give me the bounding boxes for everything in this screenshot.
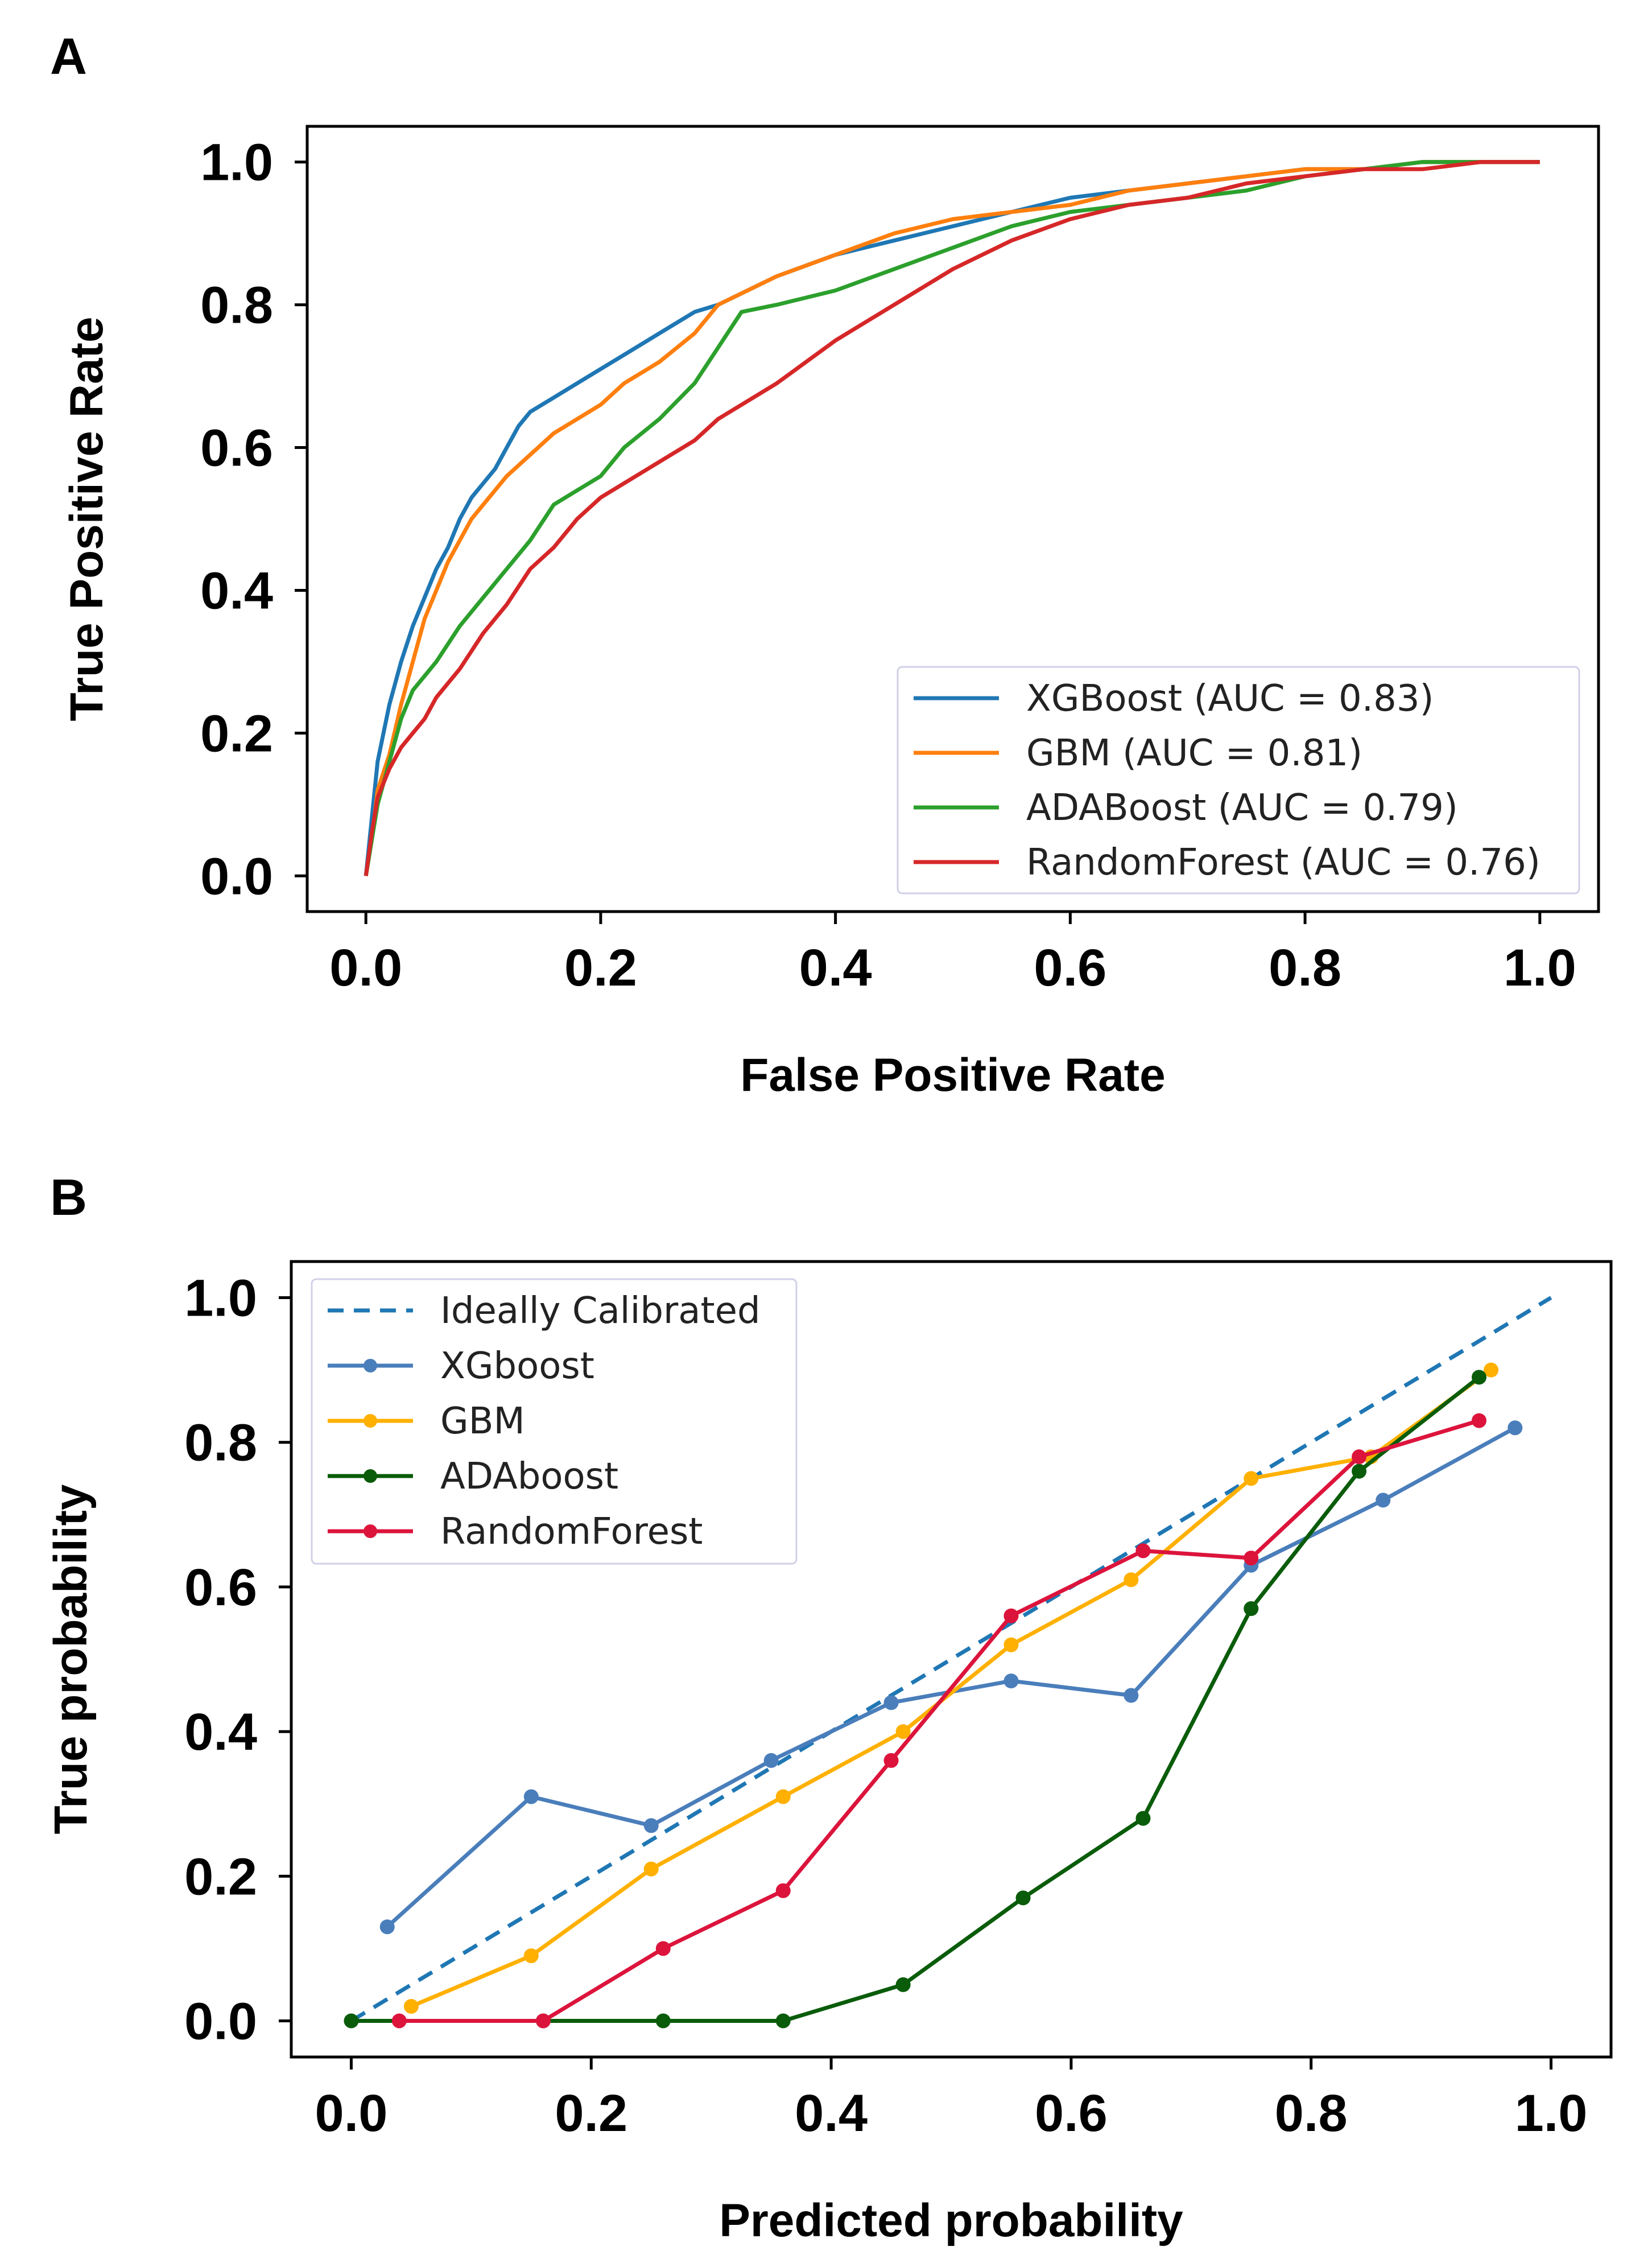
panel-b-y-tick-label: 1.0 (184, 1269, 257, 1328)
panel-b-point-adaboost (344, 2013, 359, 2029)
panel-a-legend-label-randomforest: RandomForest (AUC = 0.76) (1026, 842, 1541, 884)
panel-b-point-gbm (895, 1724, 911, 1739)
panel-b-point-gbm (1484, 1362, 1499, 1378)
panel-b-point-randomforest (1352, 1449, 1367, 1465)
panel-b-point-randomforest (775, 1883, 791, 1898)
panel-a-legend-label-gbm: GBM (AUC = 0.81) (1026, 732, 1362, 774)
panel-a-x-axis-label: False Positive Rate (740, 1049, 1165, 1101)
panel-b-point-adaboost (775, 2013, 791, 2029)
panel-b-legend-label-gbm: GBM (440, 1400, 525, 1442)
panel-b-series-line-ideally (350, 1296, 1552, 2023)
panel-b-point-xgboost (379, 1919, 395, 1935)
panel-a-y-axis-label: True Positive Rate (61, 317, 113, 722)
panel-b-point-randomforest (391, 2013, 407, 2029)
panel-b-point-gbm (1124, 1572, 1139, 1588)
panel-b-point-xgboost (1376, 1493, 1391, 1508)
panel-a-x-tick-label: 0.8 (1269, 939, 1341, 997)
panel-b-point-gbm (1244, 1471, 1259, 1486)
panel-b-point-randomforest (535, 2013, 551, 2029)
panel-b-letter: B (50, 1169, 87, 1226)
panel-b-y-tick-label: 0.8 (184, 1414, 257, 1472)
panel-a-legend (897, 666, 1580, 895)
panel-a-legend-label-xgboost: XGBoost (AUC = 0.83) (1026, 678, 1434, 720)
panel-b-x-tick-label: 0.6 (1035, 2084, 1108, 2142)
panel-b-series-line-adaboost (351, 1375, 1481, 2023)
panel-a-series-line-gbm (364, 160, 1540, 876)
panel-a-x-tick-label: 0.0 (329, 939, 402, 997)
panel-b-point-adaboost (1472, 1370, 1486, 1385)
panel-a-y-tick-label: 1.0 (200, 134, 273, 192)
panel-b-x-tick-label: 0.2 (555, 2084, 627, 2142)
panel-b-point-randomforest (1472, 1413, 1486, 1428)
panel-b-point-randomforest (1135, 1543, 1151, 1559)
panel-b-x-tick-label: 0.8 (1275, 2084, 1348, 2142)
panel-a-y-tick-label: 0.0 (200, 847, 273, 905)
panel-b-point-xgboost (1508, 1420, 1523, 1436)
panel-b-point-gbm (403, 1999, 419, 2014)
panel-b-x-tick-label: 1.0 (1515, 2084, 1588, 2142)
panel-b-legend-marker-adaboost (364, 1469, 377, 1483)
panel-b-point-xgboost (883, 1695, 899, 1710)
panel-a-plot-frame (305, 125, 1600, 913)
panel-a-x-tick-label: 0.4 (799, 939, 872, 997)
panel-b-point-gbm (775, 1789, 791, 1804)
panel-b-point-adaboost (1352, 1464, 1367, 1479)
panel-b-legend-label-randomforest: RandomForest (440, 1511, 703, 1553)
panel-b-series-line-gbm (410, 1368, 1493, 2009)
panel-b-point-adaboost (1244, 1601, 1259, 1617)
panel-a-x-tick-label: 0.2 (564, 939, 637, 997)
panel-b-x-tick-label: 0.4 (795, 2084, 868, 2142)
panel-b-point-randomforest (1003, 1608, 1019, 1623)
panel-b-point-gbm (523, 1948, 539, 1964)
panel-b-point-randomforest (655, 1941, 671, 1956)
panel-b-point-randomforest (1244, 1551, 1259, 1566)
panel-b-point-xgboost (763, 1753, 779, 1768)
panel-b-y-tick-label: 0.4 (184, 1703, 257, 1761)
panel-b-point-adaboost (1135, 1811, 1151, 1826)
panel-a-series-line-adaboost (364, 160, 1540, 876)
panel-b-y-tick-label: 0.6 (184, 1559, 257, 1617)
panel-a-y-tick-label: 0.8 (200, 277, 273, 335)
panel-a-y-tick-label: 0.6 (200, 419, 273, 477)
panel-b-y-axis-label: True probability (45, 1484, 97, 1834)
panel-b-point-xgboost (1124, 1688, 1139, 1703)
panel-b-x-axis-label: Predicted probability (719, 2195, 1183, 2246)
panel-b-point-adaboost (655, 2013, 671, 2029)
panel-b-plot-frame (290, 1260, 1613, 2059)
panel-b-point-xgboost (1003, 1673, 1019, 1689)
panel-b-legend (311, 1278, 798, 1565)
panel-a-letter: A (50, 28, 87, 85)
panel-a-x-tick-label: 0.6 (1034, 939, 1106, 997)
panel-b-point-gbm (1003, 1637, 1019, 1652)
panel-b-point-randomforest (883, 1753, 899, 1768)
panel-b-point-xgboost (523, 1789, 539, 1804)
panel-a-y-tick-label: 0.2 (200, 704, 273, 762)
panel-b-legend-label-xgboost: XGboost (440, 1345, 594, 1387)
panel-b-legend-label-adaboost: ADAboost (440, 1456, 618, 1498)
panel-b-legend-marker-xgboost (364, 1359, 377, 1372)
calibration-chart: 0.0 0.2 0.4 0.6 0.8 1.0 0.0 0.2 0.4 0.6 0.8 1.0 Pred… (45, 1260, 1613, 2246)
panel-b-legend-label-ideally: Ideally Calibrated (440, 1290, 761, 1332)
panel-b-y-tick-label: 0.2 (184, 1848, 257, 1906)
panel-a-legend-label-adaboost: ADABoost (AUC = 0.79) (1026, 787, 1458, 829)
panel-b-legend-marker-gbm (364, 1414, 377, 1428)
panel-b-point-adaboost (895, 1977, 911, 1992)
panel-b-point-gbm (643, 1861, 659, 1877)
panel-b-series-line-randomforest (399, 1419, 1480, 2023)
panel-a-x-tick-label: 1.0 (1504, 939, 1576, 997)
panel-a-y-tick-label: 0.4 (200, 562, 273, 620)
panel-b-point-xgboost (643, 1818, 659, 1833)
panel-b-point-adaboost (1015, 1890, 1031, 1906)
panel-b-x-tick-label: 0.0 (315, 2084, 388, 2142)
roc-chart: 0.0 0.2 0.4 0.6 0.8 1.0 0.0 0.2 0.4 0.6 0.8 1.0 Fals… (61, 125, 1600, 1101)
panel-b-y-tick-label: 0.0 (184, 1992, 257, 2050)
panel-b-legend-marker-randomforest (364, 1524, 377, 1538)
panel-a-series-line-randomforest (364, 160, 1540, 876)
